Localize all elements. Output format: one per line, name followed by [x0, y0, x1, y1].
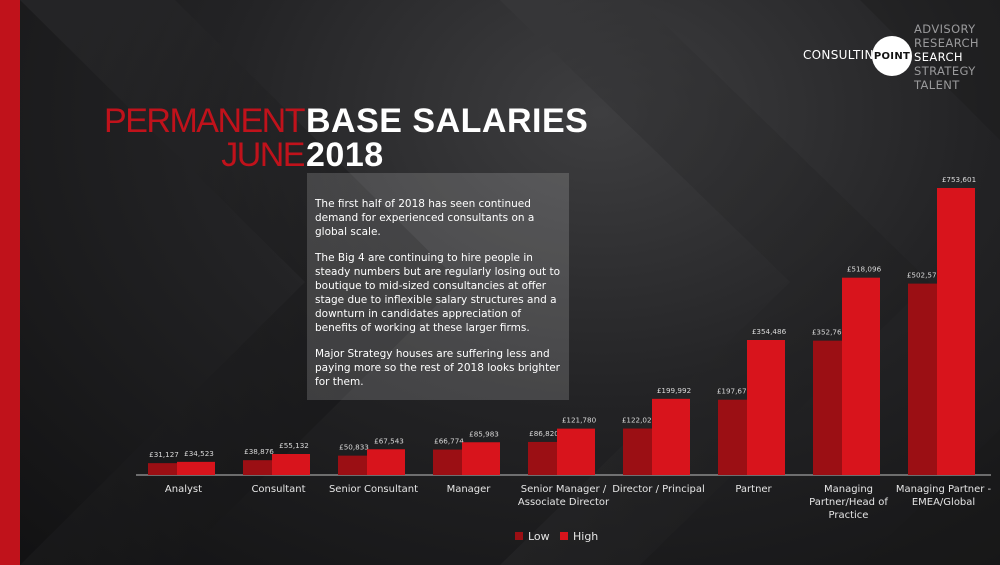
- brand-service: ADVISORY: [914, 22, 976, 36]
- data-label-high: £518,096: [847, 265, 882, 274]
- bar-high: [842, 277, 880, 475]
- category-label: Managing: [824, 484, 873, 495]
- data-label-low: £50,833: [339, 443, 369, 452]
- title-june: JUNE: [221, 136, 305, 174]
- commentary-paragraph: The Big 4 are continuing to hire people …: [315, 252, 561, 334]
- data-label-low: £86,820: [529, 429, 559, 438]
- category-label: Practice: [829, 510, 869, 521]
- data-label-low: £197,676: [717, 387, 752, 396]
- title-base-salaries: BASE SALARIES: [306, 102, 589, 140]
- category-label: Partner/Head of: [809, 497, 888, 508]
- category-label: EMEA/Global: [912, 497, 975, 508]
- data-label-high: £354,486: [752, 327, 787, 336]
- bar-high: [367, 449, 405, 475]
- bar-high: [937, 188, 975, 475]
- category-label: Senior Manager /: [521, 484, 607, 495]
- data-label-high: £85,983: [469, 429, 499, 438]
- category-label: Consultant: [251, 484, 305, 495]
- commentary-box: The first half of 2018 has seen continue…: [307, 173, 569, 400]
- category-label: Partner: [735, 484, 772, 495]
- legend-swatch-low: [515, 532, 523, 540]
- category-label: Associate Director: [518, 497, 610, 508]
- title-year: 2018: [306, 136, 384, 174]
- legend-label-high: High: [573, 530, 598, 543]
- data-label-high: £34,523: [184, 449, 214, 458]
- category-label: Senior Consultant: [329, 484, 418, 495]
- bar-high: [557, 428, 595, 475]
- legend-swatch-high: [560, 532, 568, 540]
- commentary-paragraph: Major Strategy houses are suffering less…: [315, 348, 560, 388]
- brand-service: TALENT: [914, 78, 960, 92]
- category-label: Director / Principal: [612, 484, 705, 495]
- bar-low: [148, 463, 186, 475]
- title-permanent: PERMANENT: [104, 102, 305, 140]
- bar-high: [272, 454, 310, 475]
- brand-services: ADVISORY RESEARCH SEARCH STRATEGY TALENT: [914, 22, 979, 92]
- brand-service: RESEARCH: [914, 36, 979, 50]
- category-label: Managing Partner -: [896, 484, 992, 495]
- legend-label-low: Low: [528, 530, 550, 543]
- category-label: Manager: [447, 484, 492, 495]
- bar-high: [747, 339, 785, 475]
- data-label-high: £199,992: [657, 386, 691, 395]
- data-label-high: £67,543: [374, 436, 404, 445]
- title-white: BASE SALARIES 2018: [306, 104, 588, 172]
- bar-high: [462, 442, 500, 475]
- bar-high: [177, 461, 215, 475]
- commentary-paragraph: The first half of 2018 has seen continue…: [315, 198, 535, 238]
- data-label-high: £121,780: [562, 416, 597, 425]
- data-label-high: £55,132: [279, 441, 309, 450]
- brand-logo: CONSULTING POINT ADVISORY RESEARCH SEARC…: [800, 22, 990, 92]
- brand-name: CONSULTING: [803, 48, 884, 62]
- title-red: PERMANENT JUNE: [104, 102, 305, 174]
- category-label: Analyst: [165, 484, 202, 495]
- bar-low: [243, 460, 281, 475]
- data-label-low: £38,876: [244, 447, 274, 456]
- data-label-low: £502,571: [907, 271, 941, 280]
- data-label-low: £66,774: [434, 437, 464, 446]
- brand-service: STRATEGY: [914, 64, 976, 78]
- data-label-low: £31,127: [149, 450, 179, 459]
- data-label-high: £753,601: [942, 175, 976, 184]
- bar-high: [652, 398, 690, 475]
- data-label-low: £122,026: [622, 416, 657, 425]
- bar-low: [338, 455, 376, 475]
- brand-service: SEARCH: [914, 50, 963, 64]
- data-label-low: £352,761: [812, 328, 846, 337]
- brand-badge: POINT: [872, 36, 912, 76]
- left-accent-strip: [0, 0, 20, 565]
